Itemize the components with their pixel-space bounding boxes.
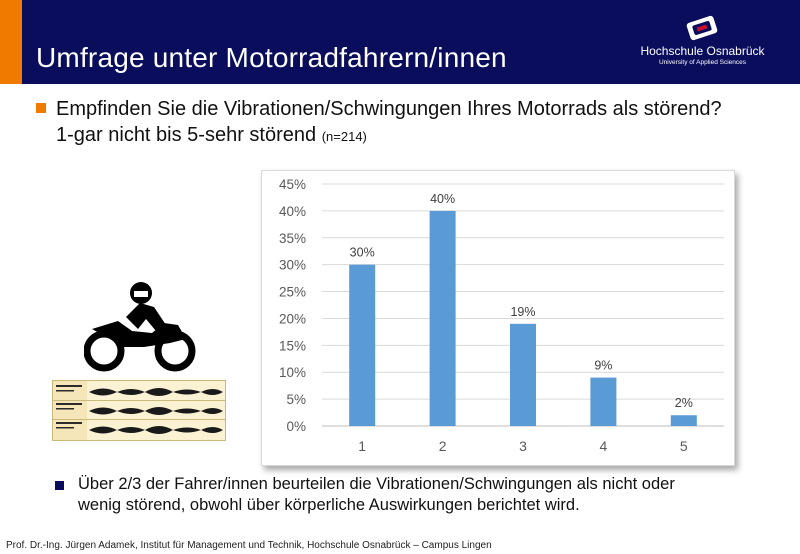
y-tick-label: 25% <box>279 285 306 300</box>
logo-name: Hochschule Osnabrück <box>640 44 765 58</box>
y-tick-label: 0% <box>286 419 306 434</box>
accent-stripe <box>0 0 22 84</box>
bar <box>510 323 536 426</box>
data-label: 9% <box>594 359 612 373</box>
survey-question: Empfinden Sie die Vibrationen/Schwingung… <box>56 96 722 150</box>
bar <box>349 264 376 426</box>
data-label: 19% <box>510 305 535 319</box>
logo-subtitle: University of Applied Sciences <box>658 59 747 66</box>
x-tick-label: 1 <box>358 438 366 454</box>
y-tick-label: 30% <box>279 258 306 273</box>
footer-credit: Prof. Dr.-Ing. Jürgen Adamek, Institut f… <box>6 540 492 551</box>
question-line-1: Empfinden Sie die Vibrationen/Schwingung… <box>56 98 722 120</box>
data-label: 30% <box>350 246 375 260</box>
y-tick-label: 20% <box>279 311 306 326</box>
motorcycle-rider-icon <box>83 281 196 378</box>
data-label: 40% <box>430 192 455 206</box>
sample-size: (n=214) <box>321 129 367 144</box>
chart-svg: 0% 5% 10% 15% 20% 25% 30% 35% 40% 45% 30% 1 40% 2 19% 3… <box>279 177 724 454</box>
y-tick-label: 45% <box>279 177 306 192</box>
y-tick-label: 15% <box>279 338 306 353</box>
y-tick-label: 5% <box>286 392 306 407</box>
bullet-square-navy <box>55 481 64 490</box>
bar <box>590 377 617 426</box>
y-tick-label: 35% <box>279 231 306 246</box>
bar <box>670 415 697 426</box>
x-tick-label: 4 <box>600 438 608 454</box>
header-bar: Umfrage unter Motorradfahrern/innen Hoch… <box>0 0 800 84</box>
question-line-2-wrap: 1-gar nicht bis 5-sehr störend (n=214) <box>56 122 722 150</box>
conclusion-line-2: wenig störend, obwohl über körperliche A… <box>78 496 580 514</box>
conclusion-line-1: Über 2/3 der Fahrer/innen beurteilen die… <box>78 475 675 493</box>
conclusion-text: Über 2/3 der Fahrer/innen beurteilen die… <box>78 474 675 516</box>
question-line-2: 1-gar nicht bis 5-sehr störend <box>56 124 317 146</box>
x-tick-label: 2 <box>439 438 447 454</box>
data-label: 2% <box>675 396 693 410</box>
x-tick-label: 5 <box>680 438 688 454</box>
bar <box>429 210 456 426</box>
bullet-square-orange <box>36 103 46 113</box>
waveform-thumbnail <box>52 380 226 441</box>
y-tick-label: 10% <box>279 365 306 380</box>
bar-chart: 0% 5% 10% 15% 20% 25% 30% 35% 40% 45% 30% 1 40% 2 19% 3… <box>261 170 735 466</box>
y-tick-label: 40% <box>279 204 306 219</box>
university-logo-icon <box>686 15 718 41</box>
x-tick-label: 3 <box>519 438 527 454</box>
slide-title: Umfrage unter Motorradfahrern/innen <box>36 42 507 73</box>
university-logo: Hochschule Osnabrück University of Appli… <box>610 14 795 74</box>
